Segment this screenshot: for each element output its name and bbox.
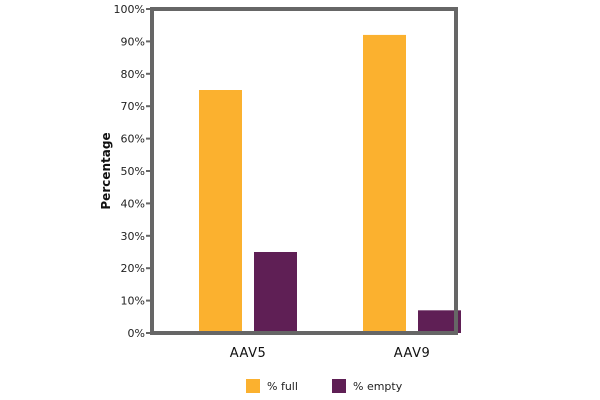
legend-label: % empty <box>353 380 403 393</box>
bar-aav9-full <box>363 34 406 334</box>
y-tick-label: 90% <box>121 35 145 48</box>
y-axis-label: Percentage <box>99 132 113 209</box>
y-tick-label: 70% <box>121 100 145 113</box>
y-tick-label: 10% <box>121 295 145 308</box>
plot-frame <box>150 7 458 335</box>
y-tick-label: 20% <box>121 262 145 275</box>
legend-swatch <box>246 379 260 393</box>
y-tick-label: 60% <box>121 133 145 146</box>
x-category-label: AAV5 <box>230 346 266 361</box>
legend-label: % full <box>267 380 298 393</box>
bar-aav5-empty <box>254 252 297 333</box>
y-tick-label: 100% <box>114 3 145 16</box>
y-tick-label: 80% <box>121 68 145 81</box>
x-category-label: AAV9 <box>394 346 430 361</box>
legend-swatch <box>332 379 346 393</box>
y-tick-label: 30% <box>121 230 145 243</box>
y-tick-label: 0% <box>128 327 145 340</box>
y-tick-label: 50% <box>121 165 145 178</box>
bar-aav5-full <box>199 90 242 333</box>
y-tick-label: 40% <box>121 197 145 210</box>
bar-aav9-empty <box>418 310 461 333</box>
